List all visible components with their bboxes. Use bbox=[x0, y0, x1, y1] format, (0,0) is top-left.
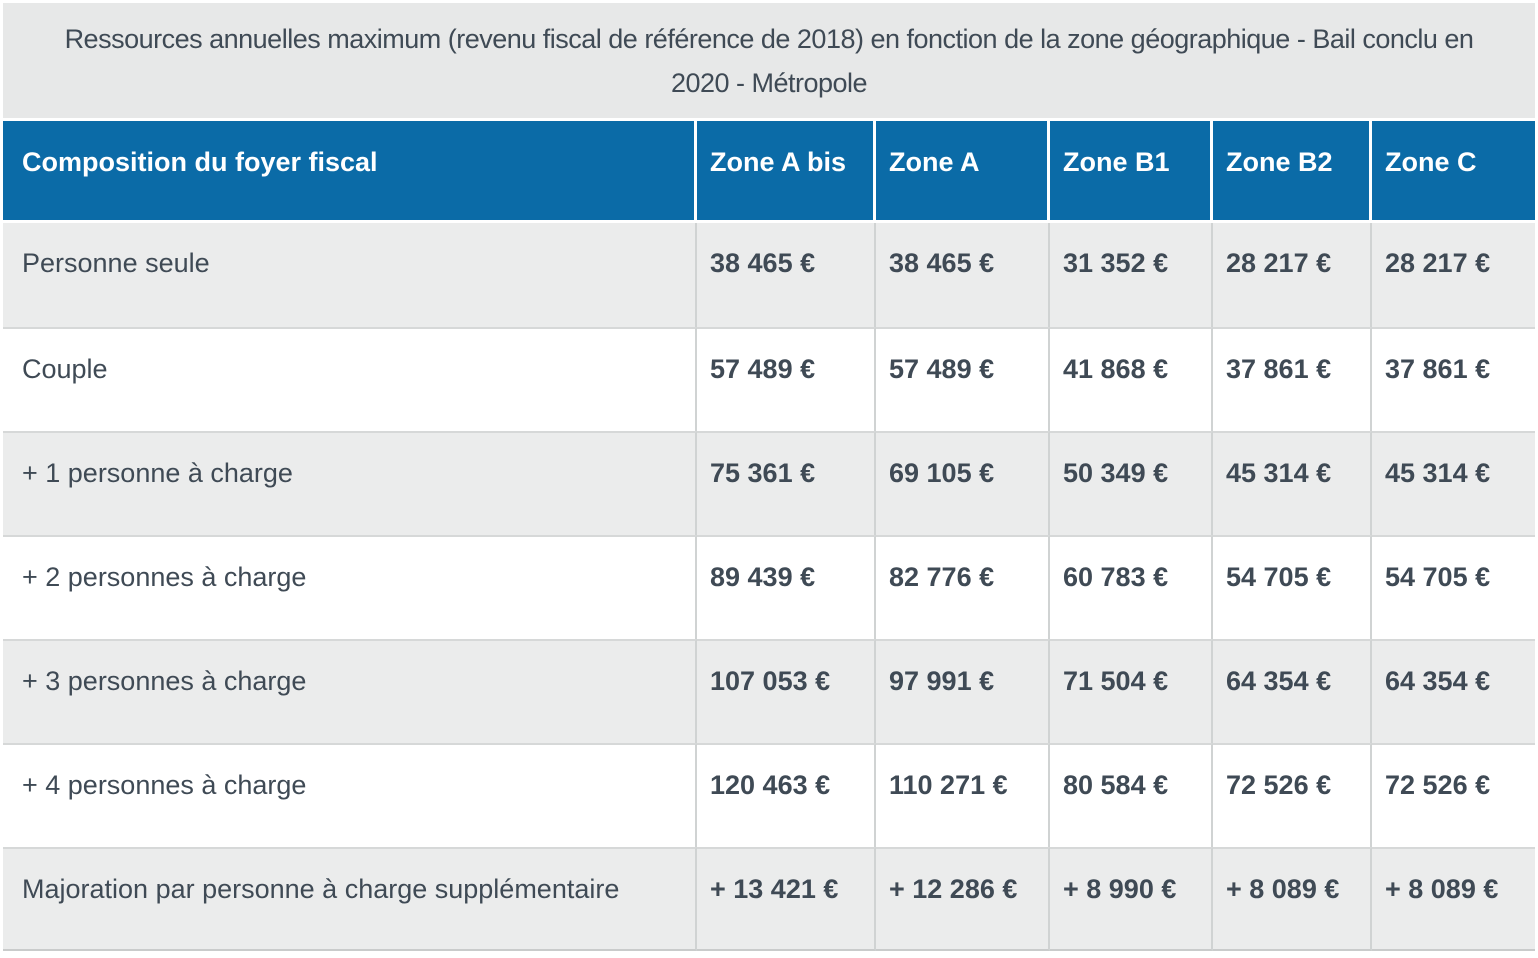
value-cell: 37 861 € bbox=[1213, 327, 1372, 431]
header-zone-a: Zone A bbox=[876, 121, 1050, 223]
value-cell: 38 465 € bbox=[697, 223, 876, 327]
table-row: + 4 personnes à charge 120 463 € 110 271… bbox=[3, 743, 1535, 847]
value-cell: 60 783 € bbox=[1050, 535, 1213, 639]
value-cell: 38 465 € bbox=[876, 223, 1050, 327]
header-zone-b1: Zone B1 bbox=[1050, 121, 1213, 223]
table-row: + 1 personne à charge 75 361 € 69 105 € … bbox=[3, 431, 1535, 535]
value-cell: 120 463 € bbox=[697, 743, 876, 847]
value-cell: 89 439 € bbox=[697, 535, 876, 639]
row-label: Majoration par personne à charge supplém… bbox=[3, 847, 697, 951]
value-cell: 80 584 € bbox=[1050, 743, 1213, 847]
value-cell: 64 354 € bbox=[1213, 639, 1372, 743]
row-label: + 1 personne à charge bbox=[3, 431, 697, 535]
value-cell: 54 705 € bbox=[1372, 535, 1535, 639]
table-row: Personne seule 38 465 € 38 465 € 31 352 … bbox=[3, 223, 1535, 327]
row-label: + 2 personnes à charge bbox=[3, 535, 697, 639]
value-cell: 72 526 € bbox=[1213, 743, 1372, 847]
header-zone-c: Zone C bbox=[1372, 121, 1535, 223]
header-zone-b2: Zone B2 bbox=[1213, 121, 1372, 223]
row-label: Personne seule bbox=[3, 223, 697, 327]
value-cell: 45 314 € bbox=[1213, 431, 1372, 535]
table-title: Ressources annuelles maximum (revenu fis… bbox=[3, 3, 1535, 118]
header-row: Composition du foyer fiscal Zone A bis Z… bbox=[3, 121, 1535, 223]
value-cell: + 8 089 € bbox=[1372, 847, 1535, 951]
value-cell: 31 352 € bbox=[1050, 223, 1213, 327]
value-cell: 97 991 € bbox=[876, 639, 1050, 743]
table-row: Couple 57 489 € 57 489 € 41 868 € 37 861… bbox=[3, 327, 1535, 431]
value-cell: 57 489 € bbox=[697, 327, 876, 431]
table-row: + 2 personnes à charge 89 439 € 82 776 €… bbox=[3, 535, 1535, 639]
row-label: + 4 personnes à charge bbox=[3, 743, 697, 847]
row-label: Couple bbox=[3, 327, 697, 431]
value-cell: 28 217 € bbox=[1385, 248, 1491, 278]
value-cell: 45 314 € bbox=[1372, 431, 1535, 535]
value-cell: + 12 286 € bbox=[876, 847, 1050, 951]
value-cell: 64 354 € bbox=[1372, 639, 1535, 743]
value-cell: 57 489 € bbox=[876, 327, 1050, 431]
value-cell: 37 861 € bbox=[1372, 327, 1535, 431]
value-cell: 54 705 € bbox=[1213, 535, 1372, 639]
value-cell: 28 217 € bbox=[1213, 223, 1372, 327]
value-cell: 50 349 € bbox=[1050, 431, 1213, 535]
header-composition: Composition du foyer fiscal bbox=[3, 121, 697, 223]
value-cell: 75 361 € bbox=[697, 431, 876, 535]
table-row: Majoration par personne à charge supplém… bbox=[3, 847, 1535, 951]
value-cell: + 8 990 € bbox=[1050, 847, 1213, 951]
value-cell: + 13 421 € bbox=[697, 847, 876, 951]
header-zone-a-bis: Zone A bis bbox=[697, 121, 876, 223]
income-ceiling-table: Composition du foyer fiscal Zone A bis Z… bbox=[3, 121, 1535, 951]
value-cell: 41 868 € bbox=[1050, 327, 1213, 431]
value-cell: 72 526 € bbox=[1372, 743, 1535, 847]
value-cell: 82 776 € bbox=[876, 535, 1050, 639]
table-row: + 3 personnes à charge 107 053 € 97 991 … bbox=[3, 639, 1535, 743]
row-label: + 3 personnes à charge bbox=[3, 639, 697, 743]
value-cell: 110 271 € bbox=[876, 743, 1050, 847]
value-cell: 71 504 € bbox=[1050, 639, 1213, 743]
value-cell: 69 105 € bbox=[876, 431, 1050, 535]
value-cell: 107 053 € bbox=[697, 639, 876, 743]
value-cell: + 8 089 € bbox=[1213, 847, 1372, 951]
